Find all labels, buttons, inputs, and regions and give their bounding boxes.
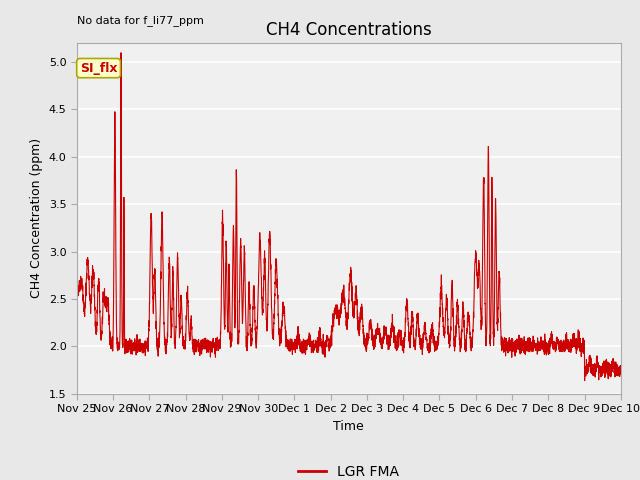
Y-axis label: CH4 Concentration (ppm): CH4 Concentration (ppm) — [30, 138, 43, 299]
Text: SI_flx: SI_flx — [80, 61, 117, 74]
X-axis label: Time: Time — [333, 420, 364, 432]
Text: No data for f_li77_ppm: No data for f_li77_ppm — [77, 15, 204, 26]
Title: CH4 Concentrations: CH4 Concentrations — [266, 21, 431, 39]
Legend: LGR FMA: LGR FMA — [293, 460, 405, 480]
